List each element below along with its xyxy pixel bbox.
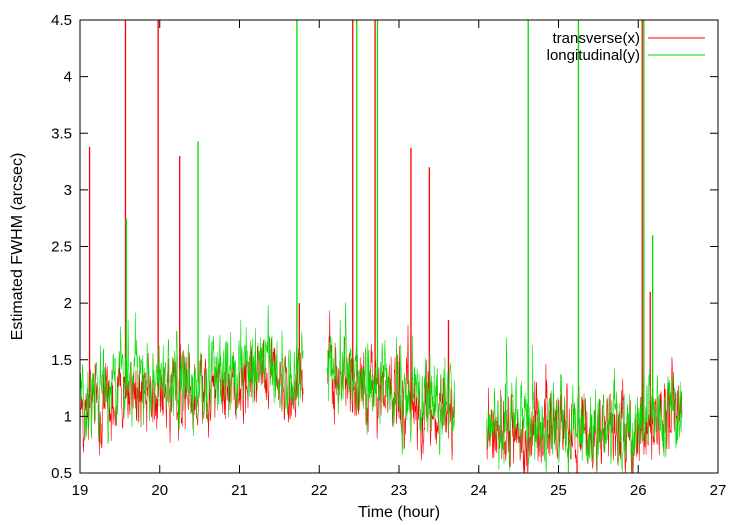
axis-layer: 19 20 21 22 23 24 25 26 27 0.5 1 1.5 2 2.5 3 3.5 4 4.5 xyxy=(51,12,726,499)
series-1-segment-0 xyxy=(79,305,304,444)
series-1-segment-2 xyxy=(486,337,683,474)
y-tick-label-8: 4.5 xyxy=(51,12,72,29)
legend-label-longitudinal: longitudinal(y) xyxy=(547,47,640,64)
legend: transverse(x) longitudinal(y) xyxy=(547,30,705,64)
x-axis-label: Time (hour) xyxy=(358,504,440,521)
x-tick-label-1: 20 xyxy=(151,482,168,499)
series-0-segment-0 xyxy=(79,337,304,456)
x-tick-label-3: 22 xyxy=(311,482,328,499)
y-tick-label-1: 1 xyxy=(64,408,72,425)
y-tick-label-0: 0.5 xyxy=(51,465,72,482)
series-0-segment-2 xyxy=(486,356,683,474)
series-1-segment-1 xyxy=(326,302,455,455)
series-0 xyxy=(79,20,683,474)
y-tick-label-3: 2 xyxy=(64,295,72,312)
x-tick-label-0: 19 xyxy=(72,482,89,499)
legend-label-transverse: transverse(x) xyxy=(552,30,640,47)
series-1 xyxy=(79,20,683,474)
y-tick-label-5: 3 xyxy=(64,182,72,199)
y-tick-label-6: 3.5 xyxy=(51,125,72,142)
x-tick-label-5: 24 xyxy=(470,482,487,499)
y-tick-label-2: 1.5 xyxy=(51,352,72,369)
plot-frame xyxy=(79,19,719,474)
x-tick-label-6: 25 xyxy=(550,482,567,499)
y-tick-label-7: 4 xyxy=(64,69,72,86)
x-tick-label-2: 21 xyxy=(231,482,248,499)
x-tick-label-7: 26 xyxy=(630,482,647,499)
y-tick-label-4: 2.5 xyxy=(51,239,72,256)
x-tick-label-4: 23 xyxy=(391,482,408,499)
x-tick-label-8: 27 xyxy=(710,482,727,499)
y-axis-label: Estimated FWHM (arcsec) xyxy=(9,153,26,341)
series-layer xyxy=(79,20,683,474)
